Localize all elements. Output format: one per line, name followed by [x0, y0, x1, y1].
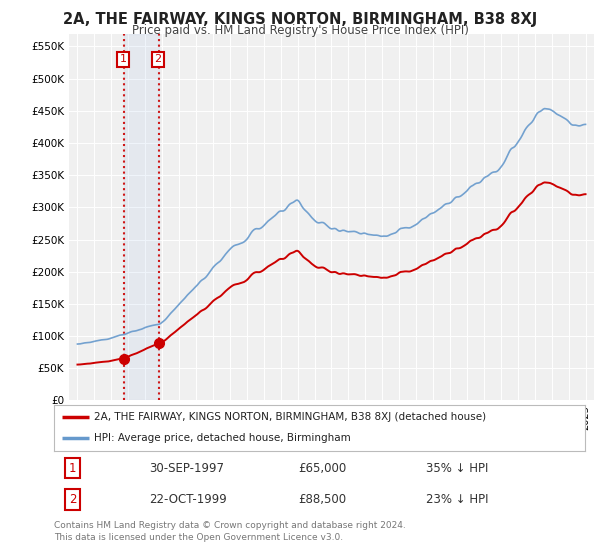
Text: 2A, THE FAIRWAY, KINGS NORTON, BIRMINGHAM, B38 8XJ: 2A, THE FAIRWAY, KINGS NORTON, BIRMINGHA…	[63, 12, 537, 27]
Text: Price paid vs. HM Land Registry's House Price Index (HPI): Price paid vs. HM Land Registry's House …	[131, 24, 469, 36]
Text: 23% ↓ HPI: 23% ↓ HPI	[426, 493, 488, 506]
Text: 2: 2	[69, 493, 76, 506]
Text: 35% ↓ HPI: 35% ↓ HPI	[426, 462, 488, 475]
Text: £65,000: £65,000	[298, 462, 347, 475]
Text: Contains HM Land Registry data © Crown copyright and database right 2024.
This d: Contains HM Land Registry data © Crown c…	[54, 521, 406, 542]
Text: 1: 1	[119, 54, 127, 64]
Text: 2A, THE FAIRWAY, KINGS NORTON, BIRMINGHAM, B38 8XJ (detached house): 2A, THE FAIRWAY, KINGS NORTON, BIRMINGHA…	[94, 412, 486, 422]
Text: HPI: Average price, detached house, Birmingham: HPI: Average price, detached house, Birm…	[94, 433, 350, 444]
Text: 22-OCT-1999: 22-OCT-1999	[149, 493, 227, 506]
Bar	[124, 34, 159, 400]
Text: £88,500: £88,500	[298, 493, 346, 506]
Text: 2: 2	[154, 54, 161, 64]
Text: 30-SEP-1997: 30-SEP-1997	[149, 462, 224, 475]
Text: 1: 1	[69, 462, 76, 475]
